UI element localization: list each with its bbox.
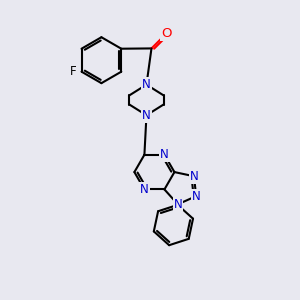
Text: N: N — [160, 148, 169, 161]
Text: F: F — [70, 65, 76, 78]
Text: N: N — [142, 109, 151, 122]
Text: N: N — [192, 190, 200, 203]
Text: N: N — [142, 78, 151, 91]
Text: N: N — [173, 198, 182, 211]
Text: N: N — [190, 170, 198, 183]
Text: O: O — [161, 27, 171, 40]
Text: N: N — [140, 183, 149, 196]
